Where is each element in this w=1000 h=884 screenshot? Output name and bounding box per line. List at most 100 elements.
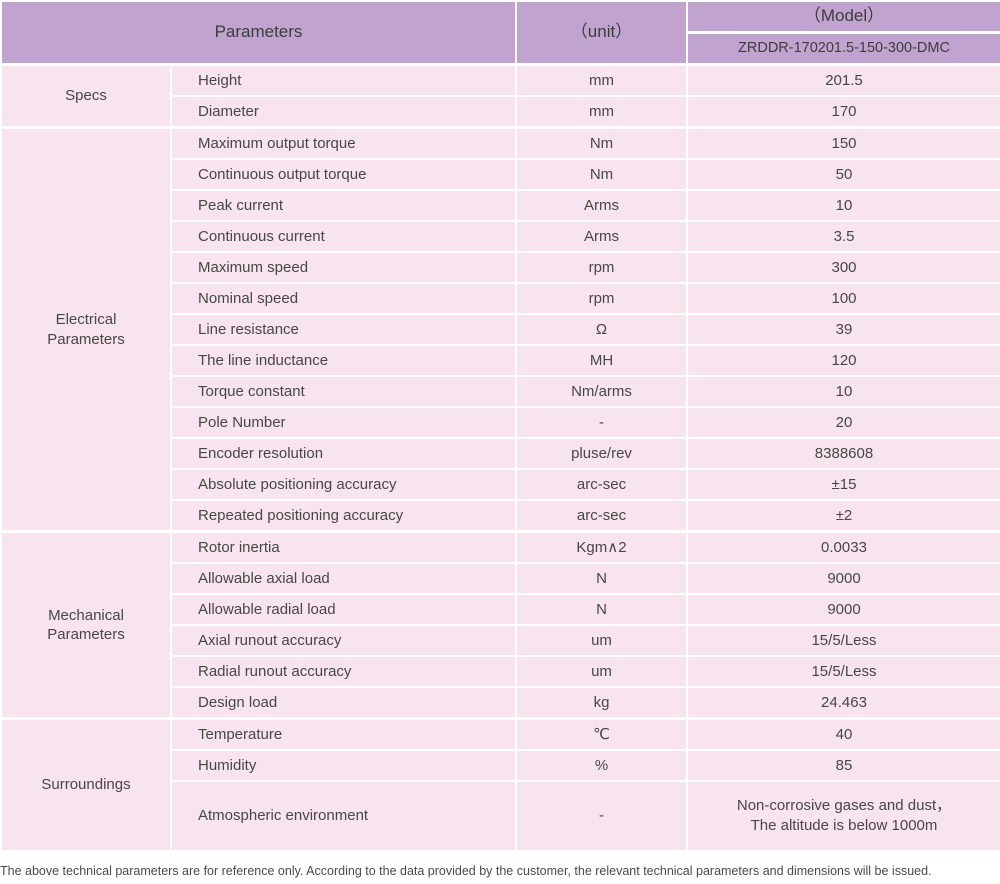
param-unit: - xyxy=(515,406,688,439)
param-unit: Arms xyxy=(515,189,688,222)
param-value: 3.5 xyxy=(686,220,1000,253)
row-nominal-speed: Nominal speed rpm 100 xyxy=(1,282,1000,315)
param-value: 40 xyxy=(686,717,1000,751)
param-name: Absolute positioning accuracy xyxy=(170,468,517,501)
param-value: 300 xyxy=(686,251,1000,284)
param-unit: rpm xyxy=(515,282,688,315)
param-unit: % xyxy=(515,749,688,782)
param-value: Non-corrosive gases and dust， The altitu… xyxy=(686,780,1000,852)
param-unit: Arms xyxy=(515,220,688,253)
row-continuous-current: Continuous current Arms 3.5 xyxy=(1,220,1000,253)
param-unit: Ω xyxy=(515,313,688,346)
param-value: 85 xyxy=(686,749,1000,782)
section-label-text: Electrical Parameters xyxy=(47,311,125,348)
param-value: 15/5/Less xyxy=(686,624,1000,657)
param-name: The line inductance xyxy=(170,344,517,377)
row-radial-runout-accuracy: Radial runout accuracy um 15/5/Less xyxy=(1,655,1000,688)
param-unit: mm xyxy=(515,95,688,129)
row-pole-number: Pole Number - 20 xyxy=(1,406,1000,439)
param-value: 10 xyxy=(686,189,1000,222)
param-value: 201.5 xyxy=(686,63,1000,97)
row-axial-runout-accuracy: Axial runout accuracy um 15/5/Less xyxy=(1,624,1000,657)
header-parameters: Parameters xyxy=(0,0,517,66)
param-value: 9000 xyxy=(686,562,1000,595)
param-unit: rpm xyxy=(515,251,688,284)
param-unit: pluse/rev xyxy=(515,437,688,470)
param-value: 170 xyxy=(686,95,1000,129)
row-allowable-radial-load: Allowable radial load N 9000 xyxy=(1,593,1000,626)
header-row-model-number: ZRDDR-170201.5-150-300-DMC xyxy=(1,31,1000,66)
param-unit: Nm/arms xyxy=(515,375,688,408)
param-unit: arc-sec xyxy=(515,468,688,501)
param-value: 150 xyxy=(686,126,1000,160)
param-value: 0.0033 xyxy=(686,530,1000,564)
param-unit: - xyxy=(515,780,688,852)
row-maximum-output-torque: Electrical Parameters Maximum output tor… xyxy=(0,126,1000,533)
param-name: Repeated positioning accuracy xyxy=(170,499,517,533)
param-unit: um xyxy=(515,624,688,657)
param-name: Allowable radial load xyxy=(170,593,517,626)
row-line-resistance: Line resistance Ω 39 xyxy=(1,313,1000,346)
param-unit: Nm xyxy=(515,158,688,191)
param-name: Diameter xyxy=(170,95,517,129)
header-model: （Model） xyxy=(686,0,1000,34)
param-unit: kg xyxy=(515,686,688,720)
param-name: Maximum speed xyxy=(170,251,517,284)
param-name: Rotor inertia xyxy=(170,530,517,564)
row-line-inductance: The line inductance MH 120 xyxy=(1,344,1000,377)
param-unit: N xyxy=(515,593,688,626)
section-label-electrical: Electrical Parameters xyxy=(0,126,172,533)
param-name: Continuous output torque xyxy=(170,158,517,191)
row-repeated-positioning-accuracy: Repeated positioning accuracy arc-sec ±2 xyxy=(1,499,1000,533)
param-name: Peak current xyxy=(170,189,517,222)
param-name: Radial runout accuracy xyxy=(170,655,517,688)
param-value: 20 xyxy=(686,406,1000,439)
param-value: 50 xyxy=(686,158,1000,191)
param-value: 10 xyxy=(686,375,1000,408)
param-name: Allowable axial load xyxy=(170,562,517,595)
row-maximum-speed: Maximum speed rpm 300 xyxy=(1,251,1000,284)
param-name: Encoder resolution xyxy=(170,437,517,470)
param-name: Pole Number xyxy=(170,406,517,439)
footer-note: The above technical parameters are for r… xyxy=(0,864,932,878)
param-value: ±15 xyxy=(686,468,1000,501)
param-unit: ℃ xyxy=(515,717,688,751)
param-name: Temperature xyxy=(170,717,517,751)
param-value: 15/5/Less xyxy=(686,655,1000,688)
section-label-surroundings: Surroundings xyxy=(0,717,172,852)
param-name: Axial runout accuracy xyxy=(170,624,517,657)
param-value: 24.463 xyxy=(686,686,1000,720)
row-atmospheric-environment: Atmospheric environment - Non-corrosive … xyxy=(1,780,1000,852)
param-name: Line resistance xyxy=(170,313,517,346)
row-temperature: Surroundings Temperature ℃ 40 xyxy=(0,717,1000,852)
param-name: Continuous current xyxy=(170,220,517,253)
section-label-specs: Specs xyxy=(0,63,172,129)
row-allowable-axial-load: Allowable axial load N 9000 xyxy=(1,562,1000,595)
param-unit: arc-sec xyxy=(515,499,688,533)
param-name: Maximum output torque xyxy=(170,126,517,160)
param-value: 8388608 xyxy=(686,437,1000,470)
section-label-mechanical: Mechanical Parameters xyxy=(0,530,172,720)
param-unit: N xyxy=(515,562,688,595)
header-model-number: ZRDDR-170201.5-150-300-DMC xyxy=(686,31,1000,66)
row-absolute-positioning-accuracy: Absolute positioning accuracy arc-sec ±1… xyxy=(1,468,1000,501)
section-label-text: Surroundings xyxy=(41,776,131,794)
param-name: Nominal speed xyxy=(170,282,517,315)
row-design-load: Design load kg 24.463 xyxy=(1,686,1000,720)
param-unit: Kgm∧2 xyxy=(515,530,688,564)
param-name: Humidity xyxy=(170,749,517,782)
row-height: Specs Height mm 201.5 xyxy=(0,63,1000,129)
param-name: Torque constant xyxy=(170,375,517,408)
row-rotor-inertia: Mechanical Parameters Rotor inertia Kgm∧… xyxy=(0,530,1000,720)
param-unit: mm xyxy=(515,63,688,97)
row-torque-constant: Torque constant Nm/arms 10 xyxy=(1,375,1000,408)
param-unit: um xyxy=(515,655,688,688)
param-unit: Nm xyxy=(515,126,688,160)
param-name: Atmospheric environment xyxy=(170,780,517,852)
section-label-text: Specs xyxy=(65,87,107,105)
row-diameter: Diameter mm 170 xyxy=(1,95,1000,129)
param-value: 9000 xyxy=(686,593,1000,626)
param-value: 39 xyxy=(686,313,1000,346)
section-label-text: Mechanical Parameters xyxy=(47,606,125,644)
row-continuous-output-torque: Continuous output torque Nm 50 xyxy=(1,158,1000,191)
